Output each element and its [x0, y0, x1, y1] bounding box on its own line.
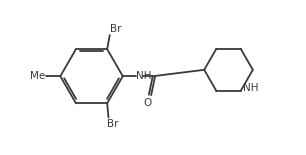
Text: Br: Br	[110, 24, 121, 34]
Text: Me: Me	[30, 71, 45, 81]
Text: O: O	[144, 98, 152, 108]
Text: Br: Br	[107, 119, 119, 129]
Text: NH: NH	[243, 83, 258, 93]
Text: NH: NH	[136, 71, 151, 81]
